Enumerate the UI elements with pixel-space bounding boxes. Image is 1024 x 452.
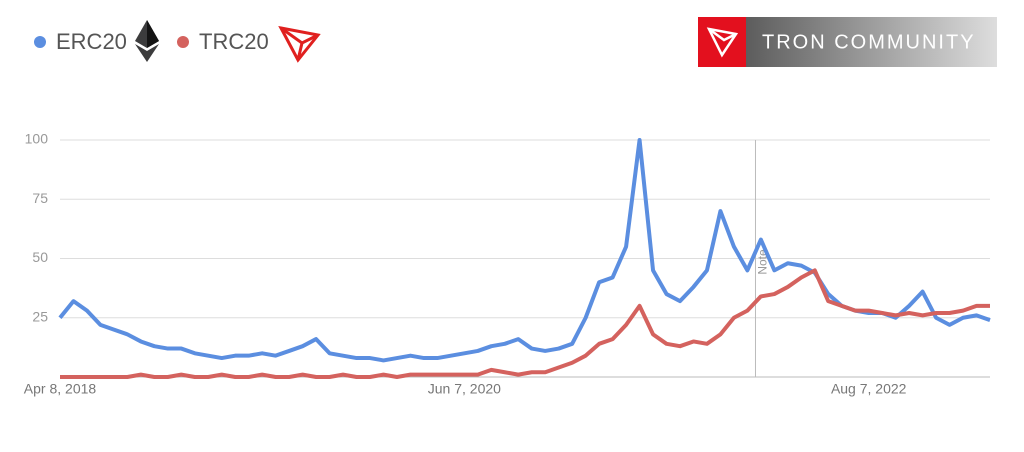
y-tick-label: 25 — [32, 308, 48, 324]
tron-logo — [278, 25, 321, 63]
x-tick-label: Jun 7, 2020 — [428, 381, 501, 397]
badge-logo — [698, 17, 746, 67]
x-tick-label: Aug 7, 2022 — [831, 381, 907, 397]
badge — [698, 17, 997, 67]
eth-logo — [135, 20, 159, 62]
badge-icon — [706, 27, 739, 58]
legend-label: TRC20 — [199, 29, 269, 54]
y-tick-label: 50 — [32, 249, 48, 265]
legend-swatch — [34, 36, 46, 48]
series-line — [60, 268, 990, 379]
legend-swatch — [177, 36, 189, 48]
y-tick-label: 100 — [25, 131, 49, 147]
legend: ERC20 TRC20 — [34, 29, 269, 54]
x-tick-label: Apr 8, 2018 — [24, 381, 97, 397]
badge-text: TRON COMMUNITY — [762, 31, 976, 53]
y-tick-label: 75 — [32, 190, 48, 206]
legend-label: ERC20 — [56, 29, 127, 54]
series-line — [58, 138, 991, 363]
